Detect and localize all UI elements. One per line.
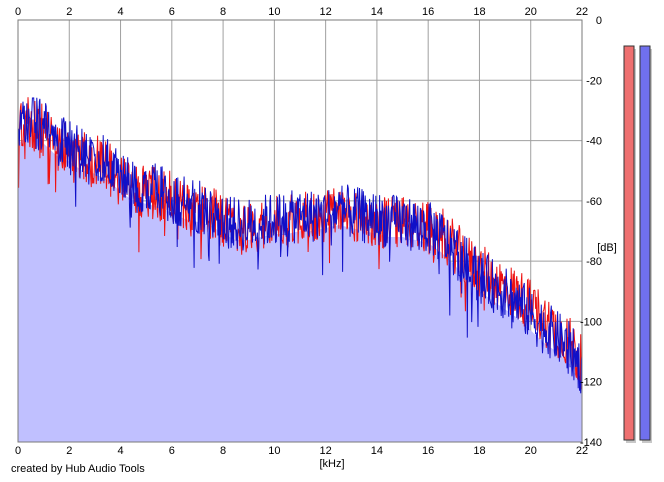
y-tick-label: -100 — [580, 316, 602, 328]
x-tick-label-top: 6 — [169, 6, 175, 18]
plot-border — [17, 19, 583, 443]
x-tick-label-top: 0 — [15, 6, 21, 18]
y-tick-label: 0 — [596, 15, 602, 27]
x-tick-label-bottom: 22 — [576, 445, 588, 457]
level-meter-left — [623, 45, 635, 441]
spectrum-series — [17, 97, 583, 394]
y-tick-label: -40 — [586, 136, 602, 148]
x-tick-label-bottom: 2 — [66, 445, 72, 457]
channel-level-meters — [623, 45, 652, 443]
x-tick-labels-top: 0 2 4 6 8 10 12 14 16 18 20 22 — [15, 6, 588, 18]
y-tick-labels: 0 -20 -40 -60 -80 -100 -120 -140 — [580, 15, 602, 449]
credit-text: created by Hub Audio Tools — [11, 463, 145, 475]
y-tick-label: -60 — [586, 196, 602, 208]
x-tick-label-top: 18 — [473, 6, 485, 18]
x-tick-label-top: 16 — [422, 6, 434, 18]
spectrum-series-blue — [17, 97, 583, 394]
x-tick-label-top: 10 — [268, 6, 280, 18]
x-tick-labels-bottom: 0 2 4 6 8 10 12 14 16 18 20 22 — [15, 445, 588, 457]
x-tick-label-bottom: 0 — [15, 445, 21, 457]
y-tick-label: -80 — [586, 256, 602, 268]
x-tick-label-bottom: 14 — [371, 445, 383, 457]
x-tick-label-bottom: 20 — [525, 445, 537, 457]
x-tick-label-top: 2 — [66, 6, 72, 18]
x-tick-label-bottom: 4 — [117, 445, 123, 457]
x-tick-label-bottom: 18 — [473, 445, 485, 457]
x-tick-label-top: 20 — [525, 6, 537, 18]
x-tick-label-top: 14 — [371, 6, 383, 18]
level-meter-right — [639, 45, 651, 441]
y-tick-label: -140 — [580, 437, 602, 449]
x-tick-label-top: 4 — [117, 6, 123, 18]
x-tick-label-top: 22 — [576, 6, 588, 18]
x-tick-label-top: 12 — [320, 6, 332, 18]
x-tick-label-bottom: 10 — [268, 445, 280, 457]
x-axis-unit-label: [kHz] — [319, 458, 344, 470]
x-tick-label-top: 8 — [220, 6, 226, 18]
x-tick-label-bottom: 12 — [320, 445, 332, 457]
spectrum-area-fill — [18, 134, 582, 443]
y-tick-label: -120 — [580, 377, 602, 389]
x-tick-label-bottom: 8 — [220, 445, 226, 457]
y-tick-label: -20 — [586, 75, 602, 87]
x-tick-label-bottom: 16 — [422, 445, 434, 457]
y-axis-unit-label: [dB] — [597, 242, 617, 254]
x-tick-label-bottom: 6 — [169, 445, 175, 457]
